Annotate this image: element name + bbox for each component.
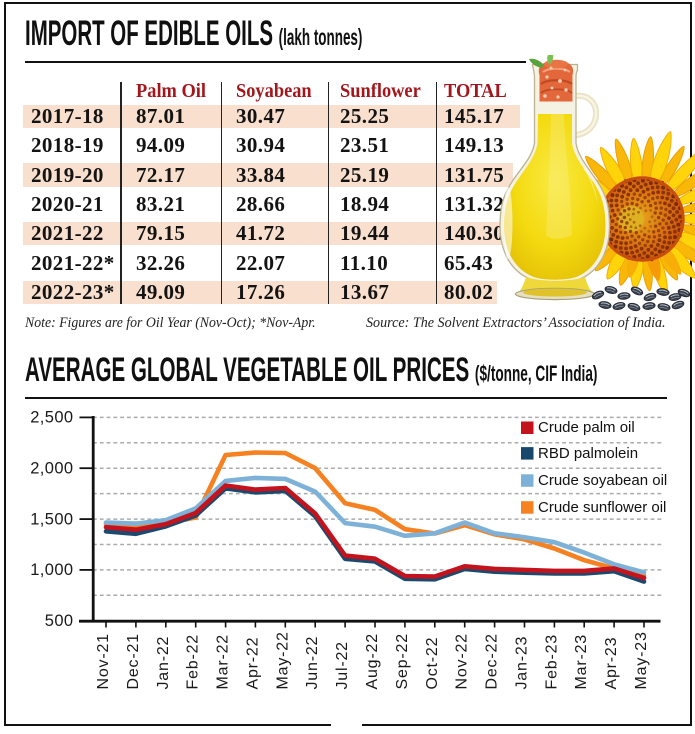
svg-text:2,500: 2,500 <box>30 409 73 427</box>
svg-text:Crude sunflower oil: Crude sunflower oil <box>538 499 666 516</box>
svg-text:Apr-23: Apr-23 <box>603 637 620 690</box>
svg-text:500: 500 <box>45 612 74 630</box>
svg-text:Jan-23: Jan-23 <box>514 636 531 690</box>
svg-text:Mar-23: Mar-23 <box>573 634 590 689</box>
svg-text:Crude palm oil: Crude palm oil <box>538 419 635 436</box>
svg-text:Mar-22: Mar-22 <box>215 634 232 689</box>
svg-text:Nov-22: Nov-22 <box>454 633 471 689</box>
svg-text:Jun-22: Jun-22 <box>304 636 321 690</box>
svg-text:Crude soyabean oil: Crude soyabean oil <box>538 472 667 489</box>
svg-text:Aug-22: Aug-22 <box>364 633 381 689</box>
svg-text:Oct-22: Oct-22 <box>424 637 441 690</box>
svg-text:May-23: May-23 <box>633 631 650 689</box>
svg-text:Dec-21: Dec-21 <box>125 633 142 689</box>
svg-text:1,000: 1,000 <box>30 561 73 579</box>
svg-text:Nov-21: Nov-21 <box>95 633 112 689</box>
svg-text:May-22: May-22 <box>274 631 291 689</box>
svg-text:Apr-22: Apr-22 <box>244 637 261 690</box>
svg-text:Feb-23: Feb-23 <box>543 634 560 690</box>
svg-text:Jan-22: Jan-22 <box>155 636 172 690</box>
svg-text:Sep-22: Sep-22 <box>394 633 411 689</box>
svg-text:RBD palmolein: RBD palmolein <box>538 445 638 462</box>
svg-text:2,000: 2,000 <box>30 459 73 477</box>
svg-text:Jul-22: Jul-22 <box>334 641 351 689</box>
svg-text:Dec-22: Dec-22 <box>484 633 501 689</box>
svg-text:1,500: 1,500 <box>30 510 73 528</box>
svg-text:Feb-22: Feb-22 <box>185 634 202 690</box>
